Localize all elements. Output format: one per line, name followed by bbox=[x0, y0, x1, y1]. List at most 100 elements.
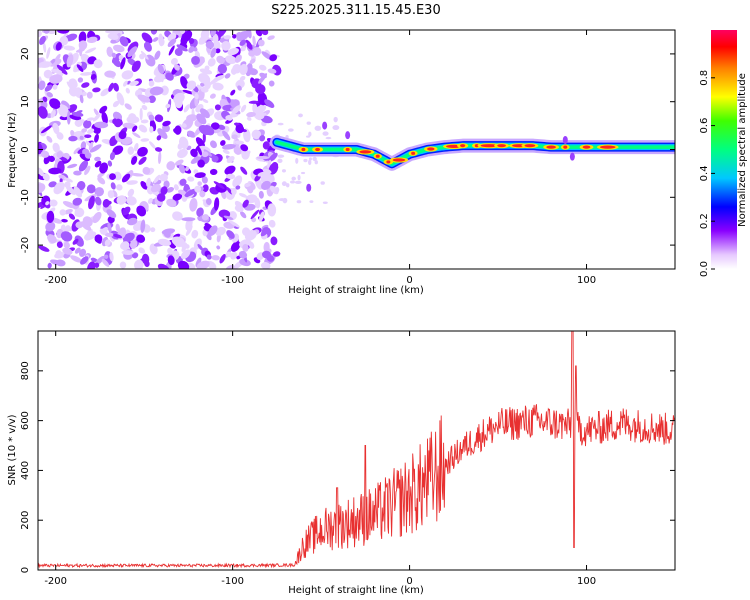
noise-blob bbox=[73, 67, 79, 73]
noise-blob bbox=[76, 181, 86, 191]
noise-blob bbox=[149, 126, 154, 133]
noise-blob bbox=[100, 227, 109, 235]
ridge-hotspot-core bbox=[582, 145, 591, 149]
noise-blob bbox=[106, 46, 114, 58]
noise-blob bbox=[64, 177, 73, 183]
noise-blob bbox=[59, 209, 66, 216]
noise-blob bbox=[69, 81, 78, 90]
noise-blob bbox=[60, 224, 66, 231]
noise-blob bbox=[199, 108, 210, 119]
noise-blob bbox=[157, 128, 168, 140]
spectrogram-y-tick-label: 0 bbox=[20, 146, 31, 152]
noise-blob bbox=[148, 80, 155, 87]
noise-blob bbox=[112, 44, 125, 53]
noise-blob bbox=[191, 55, 200, 65]
noise-blob bbox=[190, 148, 198, 158]
noise-blob bbox=[312, 156, 317, 162]
noise-blob bbox=[172, 193, 183, 201]
noise-blob bbox=[232, 34, 237, 39]
noise-blob bbox=[235, 124, 245, 134]
noise-blob bbox=[199, 68, 213, 75]
noise-blob bbox=[74, 247, 81, 254]
noise-blob bbox=[90, 257, 98, 263]
noise-blob bbox=[38, 80, 46, 91]
noise-blob bbox=[94, 121, 109, 129]
noise-blob bbox=[122, 122, 137, 129]
noise-blob bbox=[197, 243, 204, 251]
noise-blob bbox=[188, 46, 195, 53]
noise-blob bbox=[295, 157, 299, 164]
noise-blob bbox=[214, 104, 221, 111]
noise-blob bbox=[205, 198, 212, 206]
noise-blob bbox=[106, 209, 117, 219]
noise-blob bbox=[181, 30, 193, 43]
noise-blob bbox=[248, 68, 258, 76]
noise-blob bbox=[116, 184, 123, 191]
noise-blob bbox=[201, 214, 209, 221]
noise-blob bbox=[211, 155, 219, 163]
noise-blob bbox=[131, 252, 139, 259]
noise-blob bbox=[87, 261, 96, 269]
snr-y-ticks: 0 200 400 600 800 bbox=[20, 361, 675, 573]
noise-blob bbox=[86, 36, 98, 44]
noise-blob bbox=[59, 36, 69, 46]
noise-blob bbox=[46, 210, 55, 223]
noise-blob bbox=[54, 252, 66, 259]
noise-blob bbox=[73, 170, 82, 176]
snr-x-tick-label: -200 bbox=[44, 576, 67, 587]
noise-blob bbox=[77, 77, 84, 83]
noise-blob bbox=[166, 161, 176, 171]
noise-blob bbox=[322, 131, 329, 136]
noise-blob bbox=[190, 156, 201, 164]
noise-blob bbox=[150, 184, 161, 193]
noise-blob bbox=[238, 250, 248, 259]
noise-blob bbox=[191, 229, 199, 239]
noise-blob bbox=[239, 258, 251, 267]
noise-blob bbox=[79, 94, 84, 104]
noise-blob bbox=[234, 205, 244, 213]
noise-blob bbox=[107, 160, 113, 167]
noise-blob bbox=[85, 228, 93, 241]
noise-blob bbox=[222, 143, 236, 150]
snr-y-tick-label: 800 bbox=[20, 361, 31, 380]
noise-blob bbox=[150, 227, 156, 233]
noise-blob bbox=[213, 181, 225, 189]
noise-blob bbox=[127, 146, 135, 155]
noise-blob bbox=[104, 70, 116, 78]
noise-blob bbox=[281, 169, 286, 173]
ridge-hotspot-core bbox=[480, 144, 498, 148]
noise-blob bbox=[92, 211, 102, 224]
noise-blob bbox=[184, 188, 197, 197]
noise-blob bbox=[224, 73, 231, 79]
noise-blob bbox=[271, 162, 279, 169]
noise-blob bbox=[296, 200, 302, 204]
noise-blob bbox=[258, 73, 268, 84]
noise-blob bbox=[168, 45, 175, 56]
noise-blob bbox=[202, 184, 209, 193]
noise-blob bbox=[180, 249, 191, 260]
noise-blob bbox=[83, 119, 92, 129]
noise-blob bbox=[49, 74, 63, 84]
noise-blob bbox=[140, 138, 150, 142]
noise-blob bbox=[126, 217, 138, 226]
snr-y-tick-label: 200 bbox=[20, 511, 31, 530]
colorbar-tick-label: 0.2 bbox=[699, 213, 710, 229]
noise-blob bbox=[56, 64, 68, 75]
noise-blob bbox=[38, 152, 43, 157]
noise-blob bbox=[138, 156, 147, 165]
noise-blob bbox=[166, 187, 175, 193]
noise-blob bbox=[209, 93, 216, 99]
noise-blob bbox=[208, 225, 218, 236]
noise-blob bbox=[94, 156, 101, 162]
noise-blob bbox=[244, 183, 251, 187]
noise-blob bbox=[126, 115, 140, 124]
noise-blob bbox=[156, 193, 166, 202]
noise-blob bbox=[157, 263, 170, 269]
noise-blob bbox=[120, 241, 130, 250]
noise-blob bbox=[240, 104, 247, 113]
noise-blob bbox=[213, 74, 225, 82]
noise-blob bbox=[104, 239, 111, 247]
noise-blob bbox=[202, 98, 209, 103]
noise-blob bbox=[160, 85, 169, 96]
noise-blob bbox=[134, 259, 144, 269]
